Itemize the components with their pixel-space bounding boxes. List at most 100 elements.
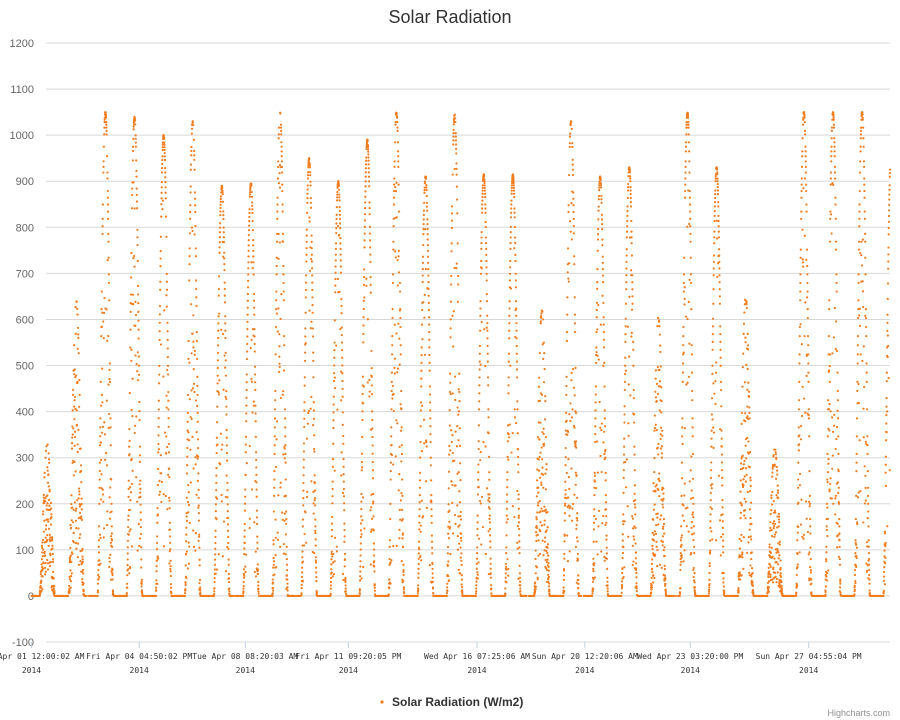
data-point[interactable] bbox=[683, 549, 686, 552]
data-point[interactable] bbox=[505, 534, 508, 537]
data-point[interactable] bbox=[746, 405, 749, 408]
data-point[interactable] bbox=[564, 464, 567, 467]
data-point[interactable] bbox=[749, 450, 752, 454]
data-point[interactable] bbox=[568, 173, 571, 177]
data-point[interactable] bbox=[715, 219, 718, 222]
data-point[interactable] bbox=[797, 426, 800, 429]
data-point[interactable] bbox=[132, 125, 135, 128]
data-point[interactable] bbox=[596, 328, 599, 331]
data-point[interactable] bbox=[566, 247, 570, 250]
data-point[interactable] bbox=[164, 171, 167, 174]
data-point[interactable] bbox=[689, 469, 692, 472]
data-point[interactable] bbox=[332, 379, 336, 383]
data-point[interactable] bbox=[391, 273, 395, 276]
data-point[interactable] bbox=[197, 472, 200, 475]
data-point[interactable] bbox=[301, 566, 304, 569]
data-point[interactable] bbox=[513, 216, 516, 219]
data-point[interactable] bbox=[343, 509, 346, 512]
data-point[interactable] bbox=[480, 231, 483, 234]
data-point[interactable] bbox=[508, 300, 511, 303]
data-point[interactable] bbox=[518, 564, 521, 567]
data-point[interactable] bbox=[797, 525, 800, 529]
data-point[interactable] bbox=[165, 272, 168, 275]
data-point[interactable] bbox=[688, 278, 691, 281]
data-point[interactable] bbox=[430, 521, 433, 524]
data-point[interactable] bbox=[575, 446, 578, 449]
data-point[interactable] bbox=[737, 589, 740, 592]
data-point[interactable] bbox=[690, 489, 693, 492]
data-point[interactable] bbox=[511, 505, 514, 508]
data-point[interactable] bbox=[597, 198, 600, 201]
data-point[interactable] bbox=[302, 474, 305, 477]
data-point[interactable] bbox=[600, 198, 603, 201]
data-point[interactable] bbox=[664, 588, 667, 591]
data-point[interactable] bbox=[456, 472, 459, 475]
data-point[interactable] bbox=[721, 484, 724, 487]
data-point[interactable] bbox=[427, 268, 430, 271]
data-point[interactable] bbox=[661, 540, 664, 543]
data-point[interactable] bbox=[389, 478, 392, 481]
data-point[interactable] bbox=[312, 447, 316, 451]
data-point[interactable] bbox=[131, 149, 135, 153]
data-point[interactable] bbox=[304, 288, 308, 292]
data-point[interactable] bbox=[225, 474, 228, 477]
data-point[interactable] bbox=[593, 480, 596, 483]
data-point[interactable] bbox=[601, 255, 604, 258]
data-point[interactable] bbox=[721, 499, 724, 502]
data-point[interactable] bbox=[689, 281, 693, 285]
data-point[interactable] bbox=[197, 519, 201, 522]
data-point[interactable] bbox=[397, 183, 400, 186]
data-point[interactable] bbox=[713, 219, 716, 223]
data-point[interactable] bbox=[256, 563, 259, 566]
data-point[interactable] bbox=[683, 494, 686, 497]
data-point[interactable] bbox=[363, 296, 366, 299]
data-point[interactable] bbox=[719, 356, 722, 359]
data-point[interactable] bbox=[547, 554, 550, 557]
data-point[interactable] bbox=[51, 552, 54, 556]
data-point[interactable] bbox=[255, 509, 258, 512]
data-point[interactable] bbox=[389, 561, 392, 564]
data-point[interactable] bbox=[161, 207, 164, 211]
data-point[interactable] bbox=[711, 317, 715, 320]
data-point[interactable] bbox=[431, 587, 435, 590]
data-point[interactable] bbox=[769, 565, 772, 568]
data-point[interactable] bbox=[601, 274, 605, 277]
data-point[interactable] bbox=[481, 186, 484, 189]
data-point[interactable] bbox=[340, 474, 343, 477]
data-point[interactable] bbox=[451, 392, 454, 395]
data-point[interactable] bbox=[257, 590, 260, 593]
data-point[interactable] bbox=[224, 315, 227, 318]
data-point[interactable] bbox=[225, 459, 229, 462]
data-point[interactable] bbox=[568, 220, 572, 223]
data-point[interactable] bbox=[623, 388, 626, 392]
data-point[interactable] bbox=[340, 349, 344, 352]
data-point[interactable] bbox=[128, 530, 131, 533]
data-point[interactable] bbox=[664, 582, 667, 585]
data-point[interactable] bbox=[736, 594, 740, 598]
data-point[interactable] bbox=[680, 543, 683, 546]
data-point[interactable] bbox=[193, 353, 196, 356]
data-point[interactable] bbox=[302, 450, 305, 453]
data-point[interactable] bbox=[274, 389, 277, 393]
data-point[interactable] bbox=[660, 452, 664, 455]
data-point[interactable] bbox=[98, 461, 101, 464]
data-point[interactable] bbox=[543, 351, 546, 355]
data-point[interactable] bbox=[340, 312, 343, 315]
data-point[interactable] bbox=[127, 525, 130, 529]
data-point[interactable] bbox=[388, 545, 391, 548]
data-point[interactable] bbox=[194, 463, 197, 466]
data-point[interactable] bbox=[416, 594, 419, 598]
data-point[interactable] bbox=[167, 425, 170, 428]
data-point[interactable] bbox=[219, 197, 222, 201]
data-point[interactable] bbox=[362, 332, 365, 336]
data-point[interactable] bbox=[280, 160, 283, 163]
data-point[interactable] bbox=[428, 393, 432, 396]
data-point[interactable] bbox=[401, 537, 404, 540]
data-point[interactable] bbox=[602, 301, 605, 304]
data-point[interactable] bbox=[691, 452, 695, 456]
data-point[interactable] bbox=[195, 279, 198, 282]
data-point[interactable] bbox=[475, 562, 478, 565]
data-point[interactable] bbox=[457, 274, 460, 278]
data-point[interactable] bbox=[740, 504, 743, 507]
data-point[interactable] bbox=[476, 521, 479, 524]
